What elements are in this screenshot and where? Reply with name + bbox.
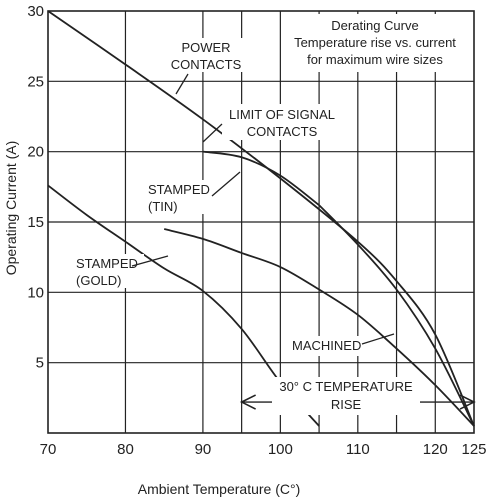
rise-arrowhead-right: [459, 394, 476, 410]
annotation-signal-line-1: LIMIT OF SIGNAL: [229, 107, 335, 122]
leader-tin: [211, 171, 241, 197]
annotation-gold-line-2: (GOLD): [76, 273, 122, 288]
x-tick-80: 80: [117, 441, 134, 458]
series-lines: [47, 10, 475, 427]
x-tick-110: 110: [346, 441, 370, 458]
title-box-bg: [290, 14, 462, 72]
rise-arrowhead-left: [239, 394, 256, 410]
series-line-2: [318, 204, 475, 427]
grid-lines: [48, 11, 474, 433]
annotation-rise-line-2: RISE: [331, 397, 362, 412]
y-tick-30: 30: [27, 3, 44, 20]
x-tick-70: 70: [40, 441, 57, 458]
x-tick-120: 120: [423, 441, 448, 458]
y-tick-15: 15: [27, 214, 44, 231]
leader-signal: [202, 123, 223, 143]
series-line-4: [163, 228, 475, 427]
annotation-gold-line-1: STAMPED: [76, 256, 138, 271]
leader-power: [175, 73, 189, 95]
power-label-bg: [164, 38, 248, 72]
x-axis-label: Ambient Temperature (C°): [138, 481, 301, 497]
rise-label-bg: [270, 377, 424, 415]
annotation-tin-line-2: (TIN): [148, 199, 178, 214]
y-tick-25: 25: [27, 73, 44, 90]
x-tick-100: 100: [268, 441, 293, 458]
y-tick-20: 20: [27, 144, 44, 161]
signal-label-bg: [222, 104, 342, 140]
annotation-tin-line-1: STAMPED: [148, 182, 210, 197]
annotation-signal-line-2: CONTACTS: [247, 124, 318, 139]
chart-title: Derating Curve: [331, 18, 418, 33]
x-tick-labels: 70 80 90 100 110 120 125: [40, 441, 487, 458]
y-tick-5: 5: [36, 355, 44, 372]
y-axis-label: Operating Current (A): [3, 141, 19, 276]
annotation-power-line-2: CONTACTS: [171, 57, 242, 72]
chart-subtitle-line-2: for maximum wire sizes: [307, 52, 443, 67]
gold-label-bg: [72, 254, 144, 288]
leader-lines: [131, 73, 395, 345]
series-line-0: [47, 10, 475, 427]
x-tick-125: 125: [461, 441, 486, 458]
chart-subtitle-line-1: Temperature rise vs. current: [294, 35, 456, 50]
annotation-power-line-1: POWER: [181, 40, 230, 55]
plot-frame: [47, 10, 475, 434]
tin-label-bg: [144, 180, 216, 214]
leader-gold: [131, 255, 169, 267]
y-tick-labels: 5 10 15 20 25 30: [27, 3, 44, 372]
series-line-1: [202, 150, 320, 206]
leader-machined: [361, 333, 395, 345]
x-tick-90: 90: [195, 441, 212, 458]
annotation-machined: MACHINED: [292, 338, 361, 353]
annotation-rise-line-1: 30° C TEMPERATURE: [279, 379, 413, 394]
machined-label-bg: [290, 336, 366, 356]
y-tick-10: 10: [27, 284, 44, 301]
